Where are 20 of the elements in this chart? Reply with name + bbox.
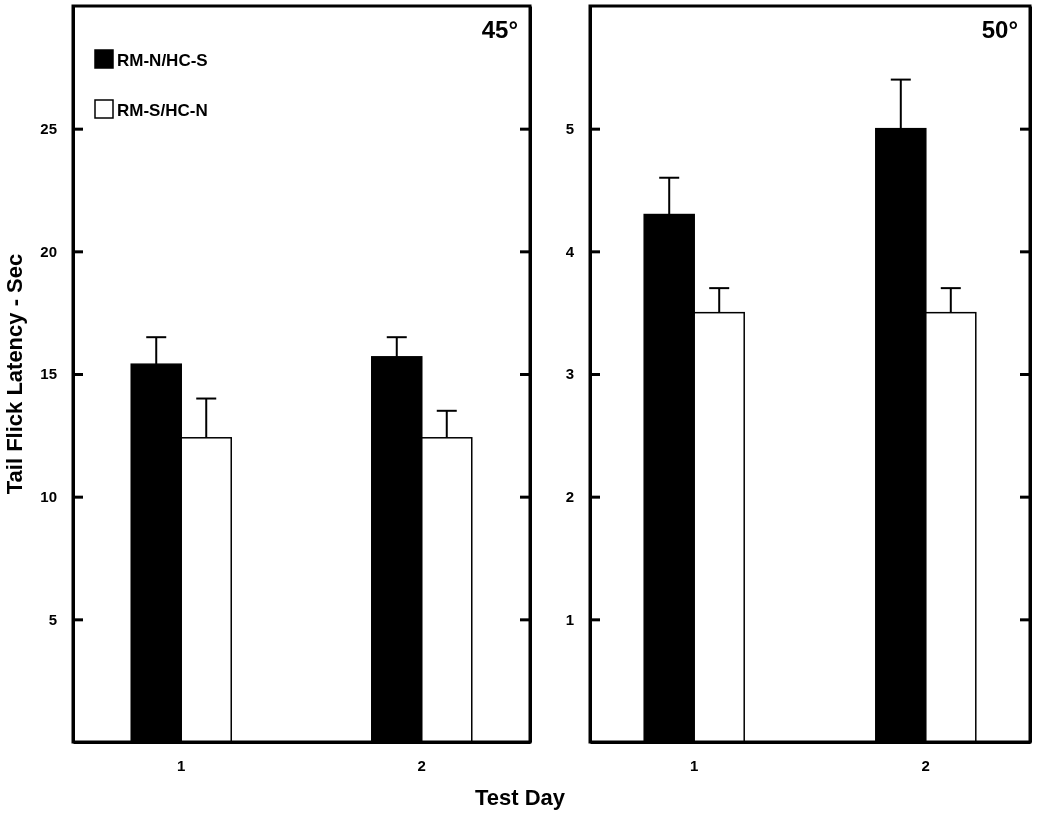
x-tick-label: 1 — [690, 756, 699, 774]
y-tick-label: 1 — [565, 610, 574, 628]
x-tick-label: 2 — [417, 756, 426, 774]
x-axis-title: Test Day — [474, 785, 566, 810]
y-axis-title: Tail Flick Latency - Sec — [2, 253, 27, 495]
y-tick-label: 3 — [565, 365, 574, 383]
x-tick-label: 2 — [921, 756, 930, 774]
y-tick-label: 5 — [565, 119, 574, 137]
legend-label: RM-S/HC-N — [117, 101, 208, 120]
y-tick-label: 10 — [40, 487, 57, 505]
annotation: 45° — [481, 16, 518, 43]
y-tick-label: 20 — [40, 242, 57, 260]
y-tick-label: 4 — [565, 242, 575, 260]
legend-label: RM-N/HC-S — [117, 51, 208, 70]
y-tick-label: 5 — [48, 610, 57, 628]
y-tick-label: 15 — [40, 365, 57, 383]
y-tick-label: 2 — [565, 487, 574, 505]
x-tick-label: 1 — [177, 756, 186, 774]
y-tick-label: 25 — [40, 119, 57, 137]
annotation: 50° — [981, 16, 1018, 43]
